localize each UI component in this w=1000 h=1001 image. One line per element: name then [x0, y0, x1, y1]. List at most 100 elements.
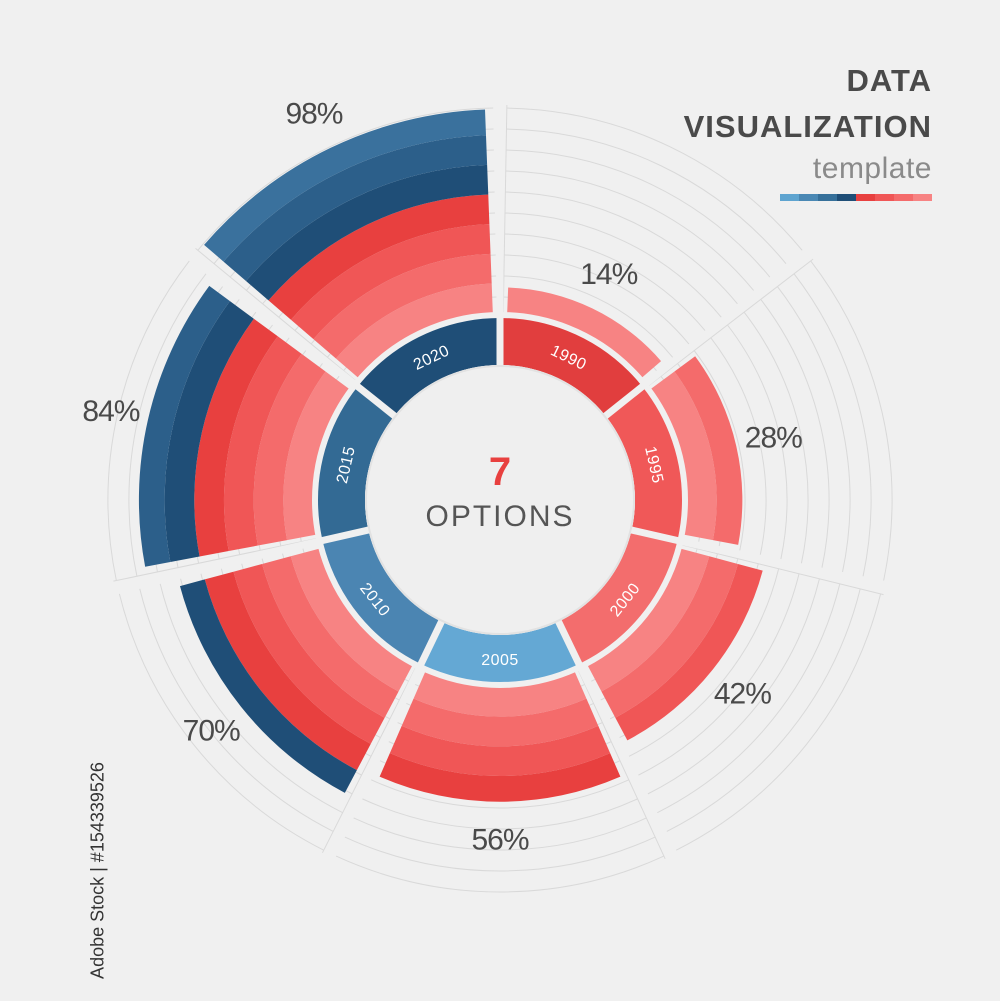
center-disc-edge — [365, 365, 635, 635]
grid-arc — [638, 573, 800, 776]
bar-segment-2020 — [204, 109, 486, 262]
grid-arc — [371, 779, 629, 809]
bar-segment-2015 — [194, 318, 278, 557]
bar-segment-2015 — [283, 371, 350, 541]
title-bar-segment — [894, 194, 913, 201]
grid-arc — [743, 311, 809, 564]
sector-separator — [324, 619, 446, 860]
pct-label-1990: 14% — [580, 258, 637, 291]
grid-arc — [647, 578, 820, 795]
grid-arc — [139, 588, 334, 832]
ring-segment-2000 — [558, 530, 679, 665]
bar-segment-2015 — [138, 285, 230, 567]
title-bar-segment — [856, 194, 875, 201]
bar-segment-2020 — [245, 164, 489, 301]
subtitle: template — [812, 152, 932, 185]
grid-arc — [810, 260, 893, 581]
bar-segment-2020 — [268, 194, 490, 320]
bar-segment-2010 — [290, 548, 413, 692]
grid-line — [677, 543, 884, 596]
center-count: 7 — [488, 450, 512, 494]
bar-segment-2015 — [223, 336, 302, 552]
grid-line — [644, 258, 814, 389]
title-line-2: VISUALIZATION — [683, 109, 932, 144]
sector-separator — [602, 249, 813, 420]
grid-line — [576, 666, 666, 860]
grid-arc — [760, 299, 830, 568]
title-bar-segment — [799, 194, 818, 201]
grid-arc — [506, 128, 787, 264]
ring-segment-2005 — [420, 621, 580, 683]
grid-arc — [503, 275, 674, 358]
grid-arc — [504, 233, 706, 331]
grid-line — [113, 537, 322, 582]
grid-arc — [159, 583, 343, 814]
bar-segment-2010 — [233, 563, 385, 744]
grid-arc — [362, 798, 638, 830]
title-color-bar — [684, 194, 932, 201]
bar-segment-1995 — [650, 371, 717, 541]
pct-label-2010: 70% — [183, 714, 240, 747]
grid-arc — [710, 337, 767, 555]
bar-segment-2020 — [223, 135, 488, 281]
grid-arc — [727, 324, 788, 560]
center-disc — [365, 365, 635, 635]
ring-segment-1990 — [500, 317, 644, 416]
bar-segment-2020 — [290, 224, 491, 340]
grid-arc — [353, 817, 647, 851]
bar-segment-2000 — [615, 563, 763, 741]
grid-arc — [107, 260, 190, 581]
grid-arc — [335, 855, 665, 893]
stock-id: Adobe Stock | #154339526 — [87, 762, 108, 979]
pct-label-2015: 84% — [82, 395, 139, 428]
title-block: DATA VISUALIZATION template — [684, 58, 932, 201]
ring-segment-1995 — [605, 385, 683, 541]
bar-segment-2005 — [401, 698, 599, 747]
title-bar-segment — [875, 194, 894, 201]
grid-arc — [505, 191, 738, 305]
center-text: OPTIONS — [425, 500, 575, 533]
bar-segment-2010 — [262, 556, 399, 718]
bar-segment-2020 — [313, 253, 492, 359]
grid-arc — [118, 593, 325, 851]
grid-arc — [505, 170, 754, 291]
sector-separator — [112, 526, 371, 592]
pct-label-2020: 98% — [285, 98, 342, 131]
bar-segment-2000 — [587, 548, 710, 692]
ring-segment-2010 — [321, 530, 442, 665]
grid-arc — [128, 273, 207, 577]
title-bar-segment — [837, 194, 856, 201]
pct-label-2000: 42% — [714, 677, 771, 710]
bar-segment-2020 — [335, 283, 493, 378]
bar-segment-1995 — [674, 356, 743, 545]
grid-arc — [197, 107, 494, 251]
bar-segment-2010 — [204, 571, 371, 771]
grid-arc — [793, 273, 872, 577]
grid-arc — [693, 350, 746, 551]
ring-segment-2015 — [317, 385, 395, 541]
bar-segment-2005 — [379, 753, 621, 802]
sector-separator — [629, 526, 888, 592]
title-bar-segment — [818, 194, 837, 201]
ring-gap — [312, 312, 688, 688]
bar-segment-2000 — [601, 556, 738, 718]
title-bar-segment — [780, 194, 799, 201]
ring-segment-2020 — [356, 317, 500, 416]
pct-label-2005: 56% — [471, 824, 528, 857]
grid-arc — [777, 286, 851, 573]
grid-arc — [675, 593, 882, 851]
grid-line — [195, 247, 360, 384]
grid-line — [321, 663, 419, 854]
grid-arc — [505, 212, 722, 318]
grid-arc — [344, 836, 656, 872]
grid-arc — [666, 588, 861, 832]
sector-separator — [554, 619, 676, 860]
sector-separator — [187, 249, 398, 420]
grid-arc — [506, 149, 771, 278]
title-line-1: DATA — [846, 63, 932, 98]
grid-line — [502, 105, 508, 318]
grid-arc — [506, 107, 803, 251]
bar-segment-2015 — [253, 353, 326, 546]
pct-label-1995: 28% — [745, 422, 802, 455]
